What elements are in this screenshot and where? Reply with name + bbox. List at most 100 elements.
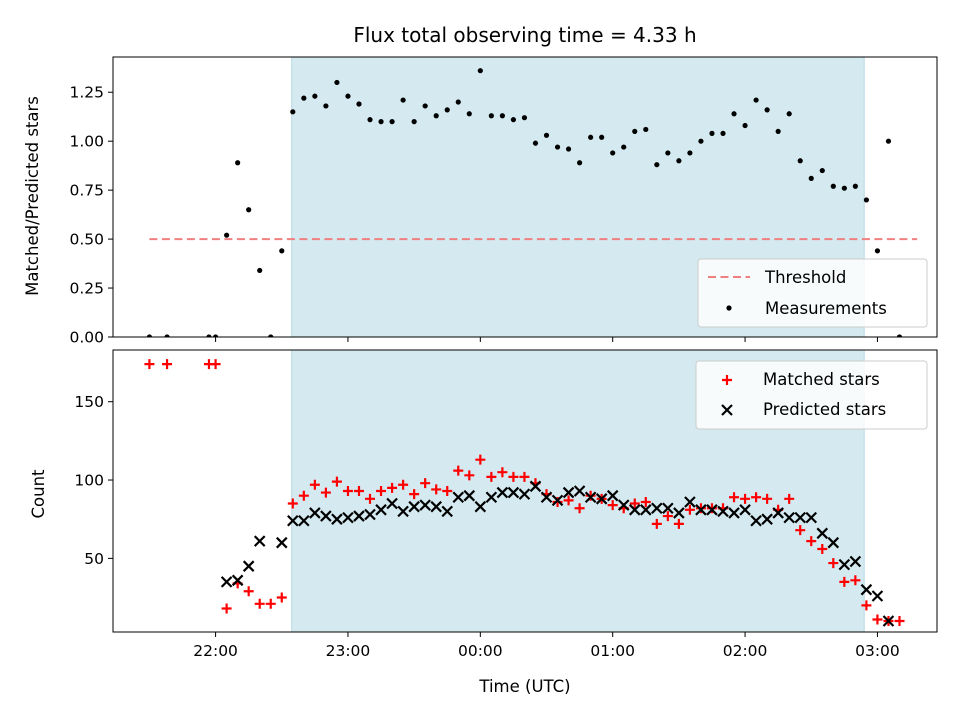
measurement-point — [444, 107, 450, 113]
measurement-point — [863, 197, 870, 203]
measurement-point — [753, 97, 759, 103]
measurement-point — [521, 115, 528, 121]
matched-stars-point — [387, 482, 398, 493]
y-tick-label: 50 — [84, 550, 104, 568]
predicted-stars-point — [805, 511, 818, 524]
matched-stars-point — [729, 492, 740, 503]
measurement-point — [543, 132, 550, 138]
predicted-stars-point — [871, 590, 884, 602]
axes-frame — [112, 56, 938, 338]
predicted-stars-point — [309, 507, 321, 519]
matched-stars-point — [607, 500, 618, 511]
predicted-stars-point — [518, 488, 531, 500]
predicted-stars-point — [507, 486, 520, 499]
count-panel: 50 100 150 22:00 23:00 00:00 01:00 02:00 03:00 Ma… — [74, 349, 938, 660]
x-tick-label: 01:00 — [590, 642, 635, 660]
plot-area — [146, 68, 918, 337]
legend-matched-label: Matched stars — [763, 370, 880, 389]
x-tick-label: 00:00 — [458, 642, 503, 660]
measurement-point — [301, 95, 307, 101]
measurement-point — [742, 122, 748, 129]
matched-stars-point — [210, 359, 221, 370]
measurement-point — [235, 160, 241, 166]
measurement-point — [896, 334, 903, 337]
predicted-stars-point — [761, 513, 773, 525]
matched-stars-point — [695, 503, 706, 514]
measurement-point — [455, 99, 461, 105]
measurement-point — [610, 150, 616, 156]
y-tick-label: 0.75 — [69, 182, 104, 200]
matched-stars-point — [497, 467, 508, 478]
measurement-point — [312, 93, 318, 99]
legend-predicted-label: Predicted stars — [763, 400, 886, 419]
predicted-stars-point — [430, 500, 442, 513]
axes-frame — [112, 349, 938, 633]
predicted-stars-point — [838, 558, 851, 571]
predicted-stars-point — [231, 574, 244, 587]
matched-stars-point — [751, 492, 762, 503]
predicted-stars-point — [640, 504, 652, 516]
matched-stars-point — [795, 525, 806, 536]
predicted-stars-point — [220, 576, 233, 588]
matched-stars-point — [298, 490, 309, 501]
measurements-series — [146, 68, 903, 337]
matched-stars-point — [442, 486, 453, 496]
predicted-stars-point — [529, 480, 542, 493]
predicted-stars-point — [540, 491, 553, 504]
measurement-point — [643, 126, 649, 133]
measurement-point — [532, 140, 539, 146]
predicted-stars-point — [860, 583, 873, 596]
matched-stars-point — [673, 518, 684, 529]
measurement-point — [654, 162, 660, 168]
x-tick-label: 03:00 — [855, 642, 900, 660]
matched-stars-point — [342, 486, 353, 496]
matched-stars-point — [376, 486, 387, 496]
matched-stars-point — [420, 478, 431, 489]
matched-stars-point — [519, 471, 530, 482]
matched-stars-point — [828, 558, 839, 569]
matched-stars-point — [806, 536, 817, 547]
measurement-point — [720, 130, 726, 136]
measurement-point — [830, 183, 836, 189]
y-tick-label: 150 — [74, 393, 104, 411]
chart-title: Flux total observing time = 4.33 h — [353, 23, 696, 47]
matched-stars-point — [162, 359, 173, 370]
predicted-stars-point — [474, 500, 487, 513]
measurement-point — [808, 175, 814, 181]
measurement-point — [687, 150, 693, 156]
predicted-stars-point — [419, 499, 431, 511]
measurement-point — [874, 248, 881, 254]
matched-stars-point — [309, 479, 320, 490]
matched-stars-point — [431, 484, 442, 495]
matched-stars-point — [817, 543, 828, 554]
measurement-point — [764, 107, 770, 113]
matched-stars-point — [662, 511, 673, 522]
plot-area — [144, 359, 905, 627]
predicted-stars-point — [573, 485, 586, 497]
measurement-point — [819, 167, 825, 174]
matched-stars-point — [861, 600, 872, 611]
predicted-stars-point — [606, 489, 619, 502]
predicted-stars-point — [882, 615, 895, 627]
predicted-stars-point — [721, 404, 733, 416]
matched-stars-point — [839, 576, 850, 587]
y-tick-label: 0.50 — [69, 231, 104, 249]
predicted-stars-point — [816, 527, 829, 540]
ratio-panel: 0.00 0.25 0.50 0.75 1.00 1.25 Threshold Measure… — [69, 56, 938, 347]
measurement-point — [577, 160, 583, 166]
predicted-stars-point — [485, 491, 498, 504]
predicted-stars-point — [375, 504, 387, 516]
matched-stars-point — [486, 471, 497, 482]
predicted-stars-point — [463, 489, 476, 502]
measurement-point — [488, 113, 494, 119]
predicted-stars-point — [794, 511, 806, 524]
y-tick-label: 100 — [74, 472, 104, 490]
measurement-point — [433, 113, 439, 119]
predicted-stars-point — [386, 497, 398, 510]
matched-stars-point — [574, 503, 585, 514]
ratio-y-axis-label: Matched/Predicted stars — [23, 96, 42, 296]
matched-stars-point — [475, 454, 486, 465]
measurement-point — [588, 134, 594, 140]
measurement-point — [212, 334, 219, 337]
